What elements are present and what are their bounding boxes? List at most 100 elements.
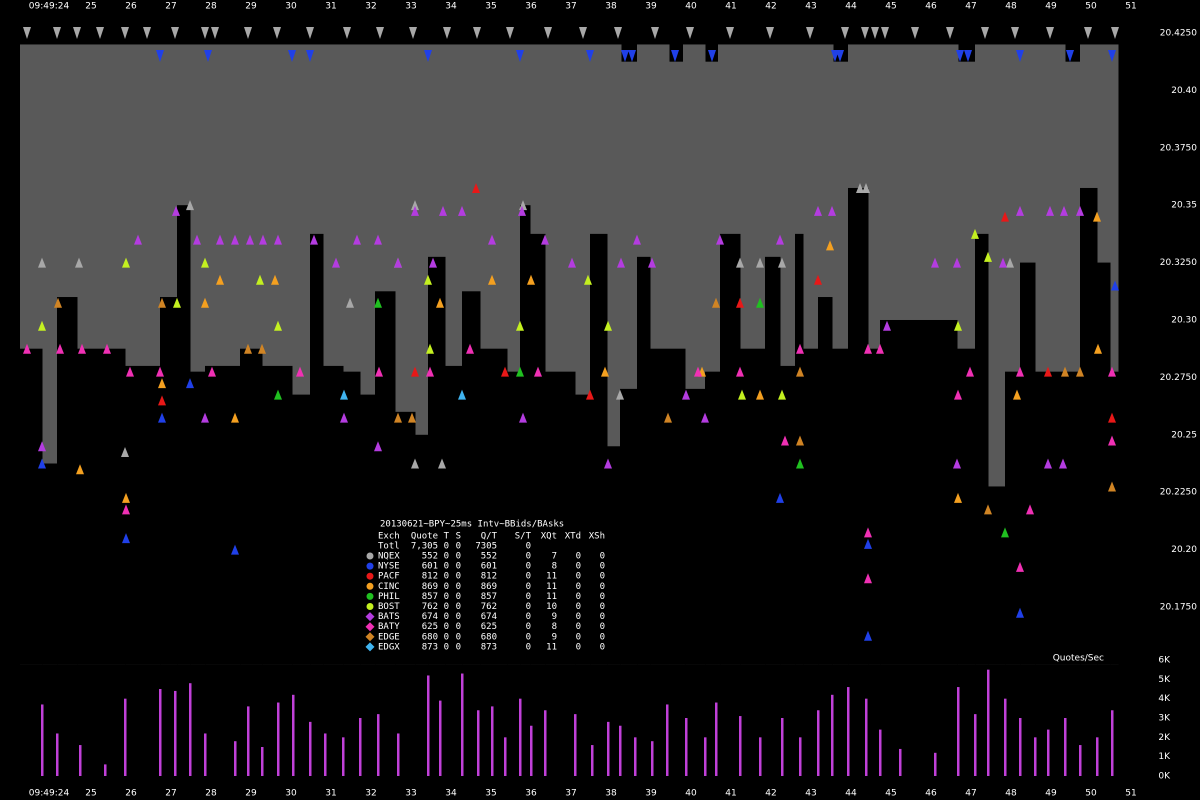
bid-step xyxy=(415,434,429,665)
bid-marker xyxy=(38,320,46,331)
bid-marker xyxy=(712,297,720,308)
x-tick-label: 51 xyxy=(1125,789,1136,799)
legend-name: NQEX xyxy=(378,552,400,562)
legend-cell: 0 xyxy=(526,562,531,572)
ask-marker xyxy=(1108,49,1116,62)
bid-step xyxy=(462,291,481,665)
bar xyxy=(831,694,834,776)
bid-marker xyxy=(56,343,64,354)
x-tick-label: 40 xyxy=(685,789,697,799)
bar xyxy=(704,737,707,776)
bid-marker xyxy=(519,200,527,211)
bar xyxy=(292,694,295,776)
bid-marker xyxy=(158,378,166,389)
bid-marker xyxy=(186,200,194,211)
bar xyxy=(439,700,442,776)
bid-marker xyxy=(814,205,822,216)
legend-header: XSh xyxy=(589,532,605,542)
bid-step xyxy=(740,348,766,665)
bid-marker xyxy=(411,205,419,216)
bid-step xyxy=(520,205,531,665)
bid-marker xyxy=(864,527,872,538)
bid-step xyxy=(720,233,741,665)
bid-marker xyxy=(340,412,348,423)
bid-step xyxy=(1097,262,1111,665)
bid-marker xyxy=(519,412,527,423)
bid-marker xyxy=(296,366,304,377)
legend-cell: 8 xyxy=(552,622,557,632)
ask-marker xyxy=(1046,26,1054,39)
legend-cell: 0 xyxy=(600,562,605,572)
bid-step xyxy=(310,233,324,665)
x-tick-label: 45 xyxy=(885,2,896,12)
bar xyxy=(591,745,594,776)
bar xyxy=(41,704,44,776)
bar xyxy=(1047,729,1050,776)
bid-marker xyxy=(1044,366,1052,377)
bid-marker xyxy=(756,297,764,308)
bid-step xyxy=(125,365,161,665)
bid-marker xyxy=(617,257,625,268)
bid-marker xyxy=(426,366,434,377)
legend-title: 20130621~BPY~25ms Intv~BBids/BAsks xyxy=(380,520,564,530)
price-plot xyxy=(20,26,1119,665)
bid-marker xyxy=(1060,205,1068,216)
bar xyxy=(1096,737,1099,776)
legend-name: PACF xyxy=(378,572,400,582)
legend-icon xyxy=(366,582,374,590)
bid-marker xyxy=(1076,205,1084,216)
ask-marker xyxy=(686,26,694,39)
x-tick-label: 49 xyxy=(1045,2,1057,12)
bid-marker xyxy=(736,366,744,377)
bid-marker xyxy=(122,257,130,268)
bid-marker xyxy=(103,343,111,354)
ask-marker xyxy=(443,26,451,39)
legend-cell: 601 xyxy=(422,562,438,572)
bar xyxy=(974,714,977,776)
bar xyxy=(324,733,327,776)
bar xyxy=(847,687,850,776)
x-tick-label: 30 xyxy=(285,2,297,12)
legend-cell: 857 xyxy=(422,592,438,602)
bid-marker xyxy=(1016,607,1024,618)
legend-cell: 552 xyxy=(481,552,497,562)
bid-marker xyxy=(411,200,419,211)
legend-cell: 0 xyxy=(444,642,449,652)
legend-cell: 0 xyxy=(600,642,605,652)
bid-marker xyxy=(648,257,656,268)
legend-cell: 0 xyxy=(576,612,581,622)
x-tick-label: 37 xyxy=(565,789,576,799)
bid-marker xyxy=(122,504,130,515)
bar xyxy=(397,733,400,776)
bid-marker xyxy=(616,389,624,400)
x-tick-label: 35 xyxy=(485,789,496,799)
x-tick-label: 51 xyxy=(1125,2,1136,12)
legend-cell: 0 xyxy=(526,642,531,652)
legend-cell: 762 xyxy=(422,602,438,612)
x-tick-label: 42 xyxy=(765,789,776,799)
bid-marker xyxy=(756,389,764,400)
legend-header: Quote xyxy=(411,532,438,542)
bid-marker xyxy=(1108,481,1116,492)
bid-marker xyxy=(426,343,434,354)
ask-marker xyxy=(621,49,629,62)
bar xyxy=(899,748,902,776)
bar xyxy=(987,669,990,776)
legend-cell: 857 xyxy=(481,592,497,602)
bid-marker xyxy=(856,182,864,193)
bid-marker xyxy=(274,320,282,331)
x-tick-label: 34 xyxy=(445,2,457,12)
bid-marker xyxy=(953,458,961,469)
ask-marker xyxy=(211,26,219,39)
bid-marker xyxy=(54,297,62,308)
x-tick-label: 37 xyxy=(565,2,576,12)
ask-marker xyxy=(881,26,889,39)
bid-marker xyxy=(568,257,576,268)
bar xyxy=(666,704,669,776)
bid-marker xyxy=(954,492,962,503)
bid-marker xyxy=(38,458,46,469)
x-tick-label: 38 xyxy=(605,789,617,799)
bid-marker xyxy=(1026,504,1034,515)
ask-marker xyxy=(156,49,164,62)
bid-marker xyxy=(738,389,746,400)
